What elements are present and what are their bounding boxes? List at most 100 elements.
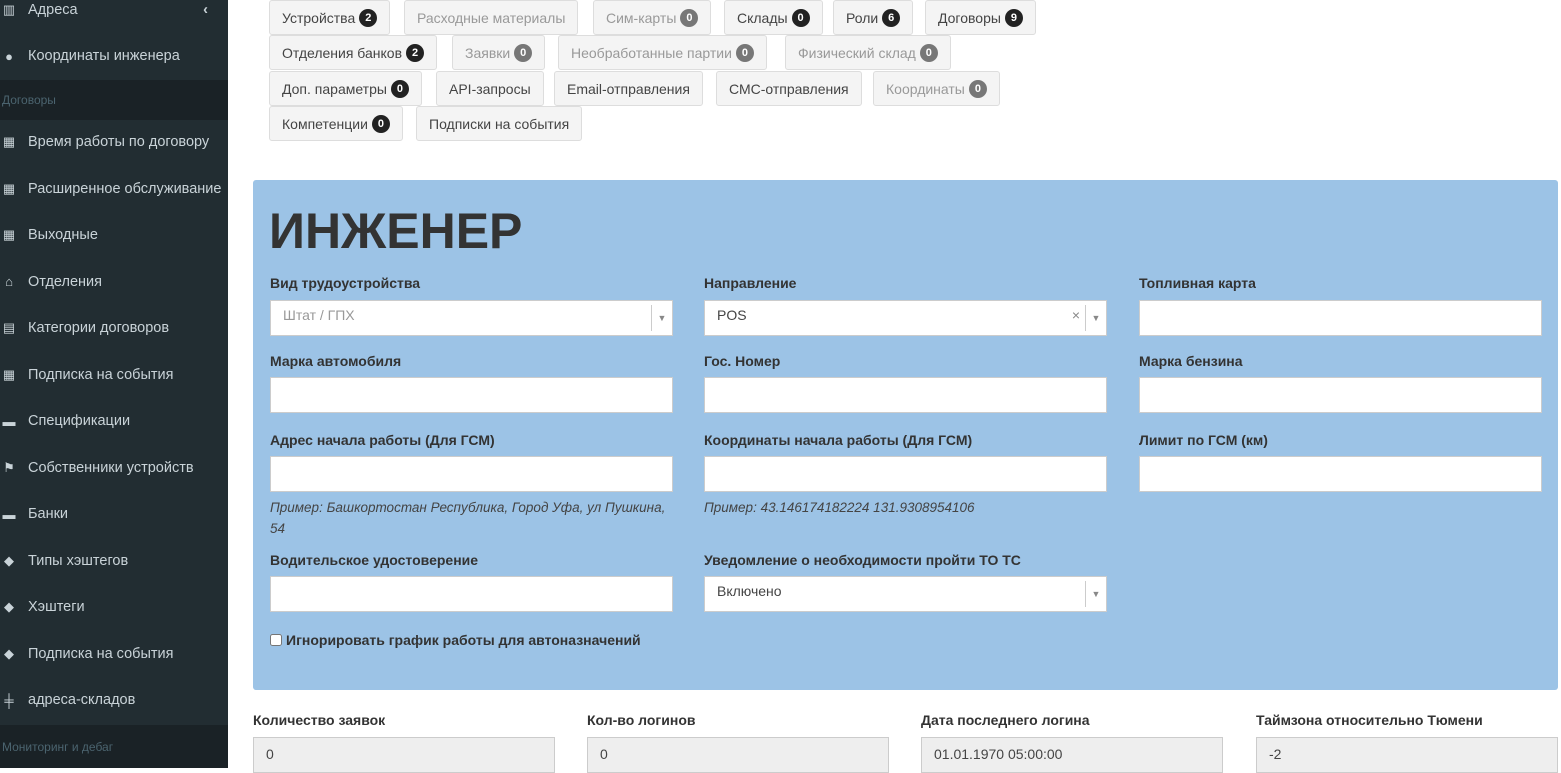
tab[interactable]: Email-отправления (554, 71, 703, 106)
direction-label: Направление (704, 275, 797, 291)
tab[interactable]: СМС-отправления (716, 71, 862, 106)
tab-badge: 0 (390, 79, 409, 98)
tab[interactable]: Подписки на события (416, 106, 583, 141)
employment-type-select[interactable]: Штат / ГПХ ▼ (270, 300, 673, 336)
plate-input[interactable] (704, 377, 1107, 413)
bank-icon: ⌂ (5, 274, 13, 289)
sidebar-item[interactable]: ⌂ Отделения (0, 259, 228, 305)
sidebar-item-label: Категории договоров (28, 320, 170, 336)
calendar-icon: ▦ (2, 366, 16, 382)
sidebar-item[interactable]: ▦ Время работы по договору (0, 119, 228, 165)
sidebar-item[interactable]: ▦ Выходные (0, 212, 228, 258)
map-marker-icon: ● (5, 48, 13, 64)
sidebar-item-label: Банки (28, 506, 69, 522)
sidebar-item[interactable]: ╪ адреса-складов (0, 677, 228, 723)
tab-label: Отделения банков (282, 44, 403, 61)
inspection-notice-label: Уведомление о необходимости пройти ТО ТС (704, 552, 1021, 568)
sidebar-item[interactable]: ▬ Банки (0, 491, 228, 537)
tab-label: СМС-отправления (729, 80, 849, 97)
tab[interactable]: Сим-карты 0 (593, 0, 712, 35)
stat-label: Количество заявок (253, 712, 386, 728)
tab-label: Устройства (282, 9, 356, 26)
sidebar-item[interactable]: ◆ Типы хэштегов (0, 538, 228, 584)
tab[interactable]: API-запросы (436, 71, 544, 106)
tab[interactable]: Координаты 0 (873, 71, 1000, 106)
license-label: Водительское удостоверение (270, 552, 479, 568)
car-brand-input[interactable] (270, 377, 673, 413)
sidebar-section-header: Мониторинг и дебаг (0, 725, 228, 768)
ignore-schedule-checkbox[interactable] (270, 634, 282, 646)
start-address-label: Адрес начала работы (Для ГСМ) (270, 432, 495, 448)
tab-badge: 0 (680, 8, 699, 27)
license-input[interactable] (270, 576, 673, 612)
tab[interactable]: Заявки 0 (452, 35, 546, 70)
sidebar-item-label: Хэштеги (28, 599, 85, 615)
tab-badge: 0 (919, 43, 938, 62)
file-icon: ▤ (2, 320, 16, 335)
sidebar-item[interactable]: ▬ Спецификации (0, 398, 228, 444)
stat-label: Таймзона относительно Тюмени (1256, 712, 1483, 728)
sidebar-item[interactable]: ▤ Категории договоров (0, 305, 228, 351)
direction-value: POS (717, 307, 747, 323)
sidebar-item-label: Координаты инженера (28, 48, 180, 64)
start-coords-input[interactable] (704, 456, 1107, 492)
calendar-icon: ▦ (2, 227, 16, 242)
plate-label: Гос. Номер (704, 353, 781, 369)
sidebar-item[interactable]: ◆ Подписка на события (0, 631, 228, 677)
tab-label: Договоры (938, 9, 1001, 26)
tab[interactable]: Доп. параметры 0 (269, 71, 422, 106)
tab-badge: 6 (882, 8, 901, 27)
sidebar-item[interactable]: ▥ Адреса ‹ (0, 0, 228, 33)
sidebar-section-header: Договоры (0, 80, 228, 120)
tab[interactable]: Договоры 9 (925, 0, 1036, 35)
tab[interactable]: Расходные материалы (404, 0, 579, 35)
tab[interactable]: Склады 0 (724, 0, 823, 35)
tag-icon: ◆ (4, 552, 14, 568)
sidebar-item-label: Собственники устройств (28, 459, 194, 476)
start-address-hint: Пример: Башкортостан Республика, Город У… (270, 500, 666, 536)
engineer-panel: ИНЖЕНЕР Вид трудоустройства Штат / ГПХ ▼ … (253, 180, 1558, 690)
employment-type-placeholder: Штат / ГПХ (283, 307, 355, 323)
tab[interactable]: Физический склад 0 (785, 35, 951, 70)
tab-badge: 0 (371, 114, 390, 133)
sidebar-item-label: Подписка на события (28, 645, 174, 662)
tab-label: API-запросы (449, 80, 531, 97)
clear-icon[interactable]: × (1071, 307, 1080, 323)
fuel-card-input[interactable] (1139, 300, 1542, 336)
tab[interactable]: Отделения банков 2 (269, 35, 438, 70)
sidebar-item[interactable]: ▦ Расширенное обслуживание (0, 166, 228, 212)
sidebar-item[interactable]: ⚑ Собственники устройств (0, 445, 228, 491)
ignore-schedule-label: Игнорировать график работы для автоназна… (286, 632, 641, 648)
sidebar-item[interactable]: ◆ Хэштеги (0, 584, 228, 630)
tab-label: Склады (737, 9, 788, 26)
start-address-input[interactable] (270, 456, 673, 492)
chevron-down-icon: ▼ (651, 305, 672, 331)
tab[interactable]: Необработанные партии 0 (558, 35, 767, 70)
inspection-notice-select[interactable]: Включено ▼ (704, 576, 1107, 612)
tab-label: Роли (846, 9, 879, 26)
sidebar-item-label: адреса-складов (28, 692, 136, 708)
tab-label: Email-отправления (567, 80, 690, 97)
sidebar-item[interactable]: ▦ Подписка на события (0, 352, 228, 398)
tab[interactable]: Устройства 2 (269, 0, 391, 35)
tab-label: Расходные материалы (417, 9, 566, 26)
tab-badge: 2 (406, 43, 425, 62)
sidebar-item[interactable]: ● Координаты инженера (0, 33, 228, 79)
tag-icon: ◆ (4, 645, 14, 661)
tab-badge: 0 (514, 43, 533, 62)
sidebar-item-label: Расширенное обслуживание (28, 180, 222, 197)
sidebar-item-label: Адреса (28, 2, 78, 18)
tab[interactable]: Роли 6 (833, 0, 914, 35)
ignore-schedule-field[interactable]: Игнорировать график работы для автоназна… (270, 632, 641, 648)
tab-label: Необработанные партии (571, 44, 732, 61)
stat-value: -2 (1256, 737, 1558, 773)
sidebar-item-label: Спецификации (28, 413, 131, 429)
archive-icon: ▬ (2, 413, 16, 429)
fuel-limit-input[interactable] (1139, 456, 1542, 492)
stat-value: 01.01.1970 05:00:00 (921, 737, 1223, 773)
direction-select[interactable]: POS × ▼ (704, 300, 1107, 336)
fuel-brand-input[interactable] (1139, 377, 1542, 413)
chevron-left-icon[interactable]: ‹ (203, 2, 208, 18)
tab[interactable]: Компетенции 0 (269, 106, 403, 141)
stat-label: Дата последнего логина (921, 712, 1090, 728)
